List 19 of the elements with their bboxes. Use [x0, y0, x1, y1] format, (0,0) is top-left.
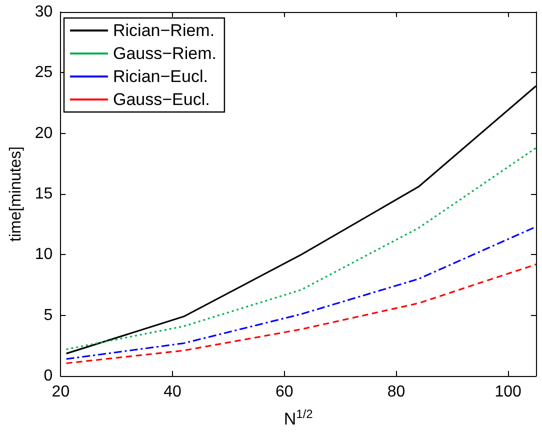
line-series [65, 147, 537, 350]
y-tick-label: 30 [34, 4, 53, 20]
x-tick-label: 60 [275, 384, 294, 400]
y-tick-label: 0 [44, 368, 53, 384]
y-tick-label: 10 [34, 246, 53, 264]
y-tick-label: 25 [34, 64, 53, 82]
y-tick-label: 20 [34, 124, 53, 142]
y-tick-label: 5 [44, 306, 53, 324]
x-tick-label: 40 [164, 384, 182, 400]
legend-label: Gauss−Eucl. [113, 90, 210, 109]
line-series [65, 226, 537, 360]
legend-label: Rician−Eucl. [113, 67, 208, 86]
y-axis-title: time[minutes] [8, 146, 24, 242]
y-tick-label: 15 [34, 186, 53, 202]
line-series [65, 264, 537, 364]
legend-label: Gauss−Riem. [113, 44, 216, 63]
legend-label: Rician−Riem. [113, 21, 215, 40]
x-tick-label: 100 [494, 384, 522, 400]
x-tick-label: 80 [387, 384, 406, 400]
